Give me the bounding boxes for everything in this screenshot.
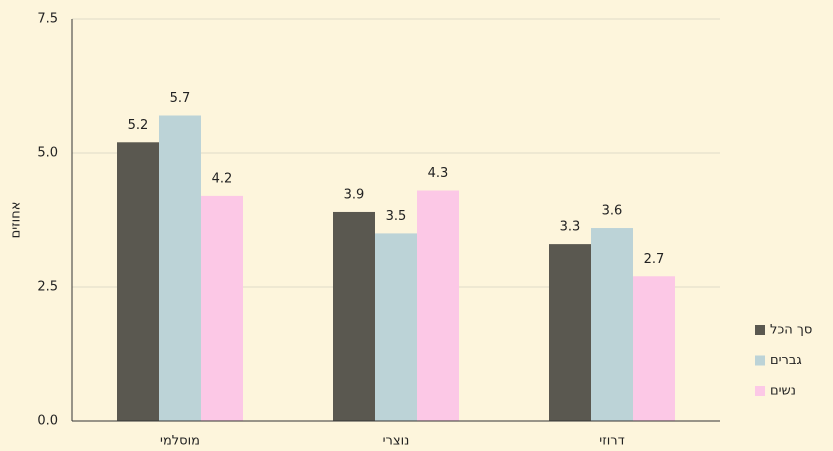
y-tick-label: 2.5	[37, 280, 58, 295]
bar	[117, 142, 159, 421]
y-tick-label: 7.5	[37, 12, 58, 27]
y-tick-label: 5.0	[37, 146, 58, 161]
x-tick-label: נוצרי	[383, 434, 410, 449]
data-label: 3.5	[386, 209, 407, 224]
y-axis-label: אחוזים	[9, 202, 24, 239]
x-tick-label: מוסלמי	[160, 434, 200, 449]
bar	[333, 211, 375, 421]
legend-label: סך הכל	[770, 323, 812, 338]
legend-label: גברים	[770, 353, 802, 368]
data-label: 2.7	[644, 252, 665, 267]
data-label: 5.7	[170, 91, 191, 106]
data-label: 4.2	[212, 171, 233, 186]
data-label: 3.9	[344, 187, 365, 202]
bar	[201, 195, 243, 421]
legend-swatch	[755, 325, 765, 335]
bar	[417, 190, 459, 421]
legend-label: נשים	[770, 384, 796, 399]
data-label: 3.3	[560, 220, 581, 235]
bar	[633, 276, 675, 421]
bar	[591, 228, 633, 421]
legend-swatch	[755, 355, 765, 366]
data-label: 3.6	[602, 204, 623, 219]
bar	[159, 115, 201, 421]
data-label: 5.2	[128, 118, 149, 133]
bar	[549, 244, 591, 421]
y-tick-label: 0.0	[37, 414, 58, 429]
legend-swatch	[755, 386, 765, 396]
bar	[375, 233, 417, 421]
x-tick-label: דרוזי	[599, 434, 624, 449]
data-label: 4.3	[428, 166, 449, 181]
